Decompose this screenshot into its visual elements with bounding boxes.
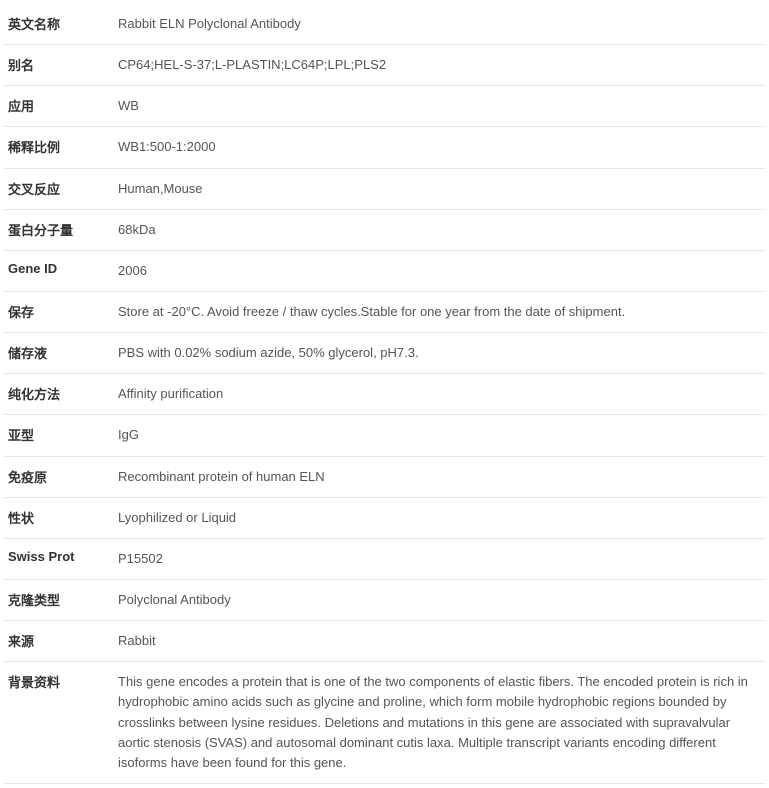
- spec-row: 性状Lyophilized or Liquid: [4, 497, 765, 538]
- spec-table: 英文名称Rabbit ELN Polyclonal Antibody别名CP64…: [4, 4, 765, 784]
- spec-label: 性状: [4, 497, 114, 538]
- spec-label: 稀释比例: [4, 127, 114, 168]
- spec-value: Polyclonal Antibody: [114, 579, 765, 620]
- spec-row: 背景资料This gene encodes a protein that is …: [4, 662, 765, 784]
- spec-label: 免疫原: [4, 456, 114, 497]
- spec-row: 克隆类型Polyclonal Antibody: [4, 579, 765, 620]
- spec-label: 别名: [4, 45, 114, 86]
- spec-row: 蛋白分子量68kDa: [4, 209, 765, 250]
- spec-row: 来源Rabbit: [4, 621, 765, 662]
- spec-value: P15502: [114, 538, 765, 579]
- spec-value: WB1:500-1:2000: [114, 127, 765, 168]
- spec-value: IgG: [114, 415, 765, 456]
- spec-label: 来源: [4, 621, 114, 662]
- spec-value: Rabbit ELN Polyclonal Antibody: [114, 4, 765, 45]
- spec-row: 交叉反应Human,Mouse: [4, 168, 765, 209]
- spec-value: This gene encodes a protein that is one …: [114, 662, 765, 784]
- spec-label: 英文名称: [4, 4, 114, 45]
- spec-label: 应用: [4, 86, 114, 127]
- spec-table-body: 英文名称Rabbit ELN Polyclonal Antibody别名CP64…: [4, 4, 765, 783]
- spec-row: 英文名称Rabbit ELN Polyclonal Antibody: [4, 4, 765, 45]
- spec-label: 纯化方法: [4, 374, 114, 415]
- spec-row: 应用WB: [4, 86, 765, 127]
- spec-row: Swiss ProtP15502: [4, 538, 765, 579]
- spec-label: 交叉反应: [4, 168, 114, 209]
- spec-row: 储存液PBS with 0.02% sodium azide, 50% glyc…: [4, 333, 765, 374]
- spec-value: Lyophilized or Liquid: [114, 497, 765, 538]
- spec-row: Gene ID2006: [4, 250, 765, 291]
- spec-value: Rabbit: [114, 621, 765, 662]
- spec-value: WB: [114, 86, 765, 127]
- spec-row: 稀释比例WB1:500-1:2000: [4, 127, 765, 168]
- spec-row: 保存Store at -20°C. Avoid freeze / thaw cy…: [4, 291, 765, 332]
- spec-label: 亚型: [4, 415, 114, 456]
- spec-row: 别名CP64;HEL-S-37;L-PLASTIN;LC64P;LPL;PLS2: [4, 45, 765, 86]
- spec-label: 克隆类型: [4, 579, 114, 620]
- spec-value: 2006: [114, 250, 765, 291]
- spec-label: 背景资料: [4, 662, 114, 784]
- spec-value: Recombinant protein of human ELN: [114, 456, 765, 497]
- spec-value: Human,Mouse: [114, 168, 765, 209]
- spec-row: 纯化方法Affinity purification: [4, 374, 765, 415]
- spec-label: Gene ID: [4, 250, 114, 291]
- spec-row: 免疫原Recombinant protein of human ELN: [4, 456, 765, 497]
- spec-row: 亚型IgG: [4, 415, 765, 456]
- spec-label: 蛋白分子量: [4, 209, 114, 250]
- spec-value: PBS with 0.02% sodium azide, 50% glycero…: [114, 333, 765, 374]
- spec-value: Affinity purification: [114, 374, 765, 415]
- spec-value: Store at -20°C. Avoid freeze / thaw cycl…: [114, 291, 765, 332]
- spec-label: 保存: [4, 291, 114, 332]
- spec-label: 储存液: [4, 333, 114, 374]
- spec-value: 68kDa: [114, 209, 765, 250]
- spec-value: CP64;HEL-S-37;L-PLASTIN;LC64P;LPL;PLS2: [114, 45, 765, 86]
- spec-label: Swiss Prot: [4, 538, 114, 579]
